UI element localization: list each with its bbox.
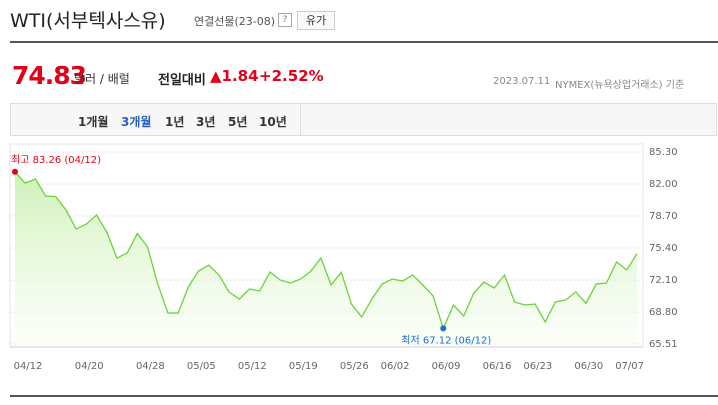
change: ▲1.84 [210,67,259,85]
chart: 65.51 68.80 72.10 75.40 78.70 82.00 85.30 04/12… [9,143,678,372]
period-tab[interactable]: 3년 [196,115,216,129]
x-tick-label: 04/28 [136,361,165,372]
subtitle: 연결선물(23-08) [194,15,276,28]
date: 2023.07.11 [493,76,551,87]
period-tab[interactable]: 1개월 [78,115,109,129]
change-value: 1.84 [221,67,259,85]
up-icon: ▲ [210,67,222,85]
x-tick-label: 07/07 [615,361,644,372]
help-button[interactable]: ? [278,13,292,27]
unit: 달러 / 배럴 [74,72,130,86]
source: NYMEX(뉴욕상업거래소) 기준 [555,80,685,91]
x-tick-label: 05/19 [289,361,318,372]
x-tick-label: 06/30 [574,361,603,372]
line [14,171,638,331]
period-tab[interactable]: 5년 [228,115,248,129]
extreme-marker [12,168,18,175]
period-tab[interactable]: 3개월 [121,115,152,129]
category-button[interactable]: 유가 [297,11,335,30]
y-tick-label: 85.30 [649,147,678,158]
area [15,171,637,344]
period-tab[interactable]: 10년 [259,115,287,129]
x-tick-label: 06/16 [483,361,512,372]
y-tick-label: 72.10 [649,275,678,286]
y-tick-label: 75.40 [649,243,678,254]
tab-divider [300,104,301,135]
x-tick-label: 05/12 [238,361,267,372]
compare-label: 전일대비 [158,73,206,88]
y-tick-label: 65.51 [649,339,678,350]
x-tick-label: 06/09 [432,361,461,372]
x-tick-label: 05/05 [187,361,216,372]
extreme-marker [440,325,447,332]
x-tick-label: 06/02 [381,361,410,372]
x-tick-label: 04/12 [14,361,43,372]
tab-bar [10,103,717,136]
annotation: 최고 83.26 (04/12) [11,154,101,166]
divider [10,395,718,397]
y-tick-label: 82.00 [649,179,678,190]
title: WTI(서부텍사스유) [10,10,166,32]
y-tick-label: 78.70 [649,211,678,222]
change-pct: +2.52% [259,67,324,85]
x-tick-label: 06/23 [523,361,552,372]
y-tick-label: 68.80 [649,307,678,318]
divider [10,41,718,43]
x-tick-label: 05/26 [340,361,369,372]
x-tick-label: 04/20 [75,361,104,372]
period-tab[interactable]: 1년 [165,115,185,129]
annotation: 최저 67.12 (06/12) [401,334,491,346]
price: 74.83 [12,61,87,90]
